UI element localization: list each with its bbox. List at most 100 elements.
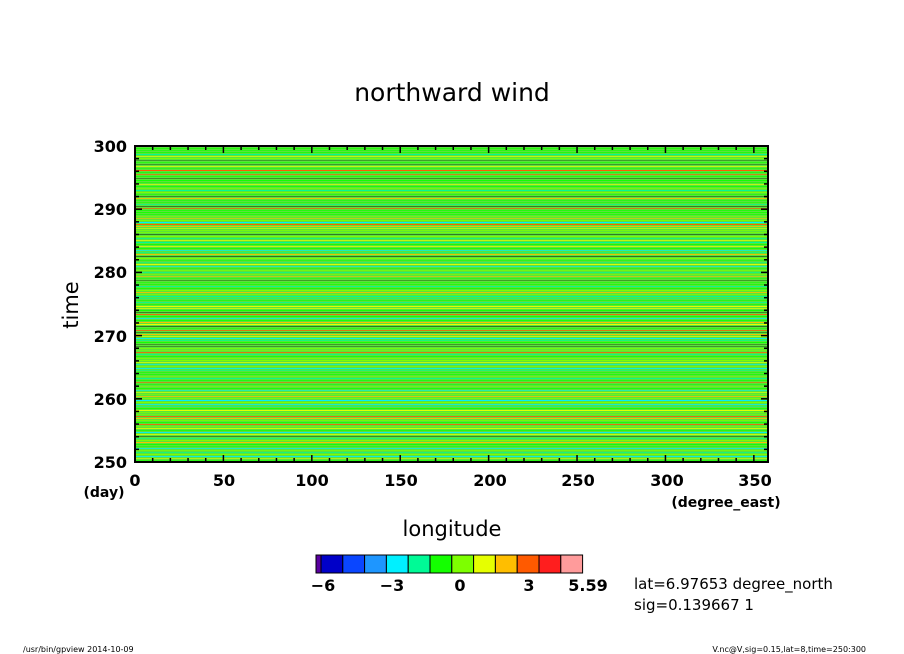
field-band	[135, 334, 768, 335]
field-band	[135, 362, 768, 363]
field-band	[135, 434, 768, 435]
colorbar: −6 −3 0 3 5.59	[311, 554, 608, 595]
field-band	[135, 400, 768, 401]
colorbar-cell	[494, 554, 518, 574]
x-tick-label: 300	[650, 471, 683, 490]
colorbar-cell	[364, 554, 387, 574]
field-band	[135, 346, 768, 347]
footer-left: /usr/bin/gpview 2014-10-09	[23, 645, 134, 654]
field-band	[135, 372, 768, 373]
field-band	[135, 160, 768, 161]
field-band	[135, 156, 768, 157]
field-band	[135, 446, 768, 447]
field-band	[135, 318, 768, 319]
x-tick-label: 250	[561, 471, 594, 490]
field-band	[135, 218, 768, 219]
field-band	[135, 280, 768, 281]
field-band	[135, 404, 768, 405]
field-band	[135, 174, 768, 175]
field-band	[135, 252, 768, 253]
axis-ticks	[134, 145, 768, 463]
colorbar-label: −6	[311, 576, 336, 595]
field-band	[135, 176, 768, 177]
colorbar-cell	[538, 554, 562, 574]
x-tick-label: 350	[738, 471, 771, 490]
field-band	[135, 344, 768, 345]
field-band	[135, 262, 768, 263]
field-band	[135, 302, 768, 303]
field-band	[135, 312, 768, 313]
field-band	[135, 200, 768, 201]
field-band	[135, 214, 768, 215]
field-band	[135, 364, 768, 365]
field-band	[135, 418, 768, 419]
field-band	[135, 206, 768, 207]
field-band	[135, 212, 768, 213]
field-band	[135, 300, 768, 301]
field-band	[135, 338, 768, 339]
field-band	[135, 242, 768, 243]
field-band	[135, 320, 768, 321]
field-band	[135, 386, 768, 387]
field-band	[135, 304, 768, 305]
field-band	[135, 248, 768, 249]
field-band	[135, 370, 768, 371]
field-band	[135, 216, 768, 217]
x-axis-label: longitude	[403, 517, 502, 541]
plot-frame	[134, 145, 769, 463]
colorbar-label: −3	[380, 576, 405, 595]
x-unit-label: (degree_east)	[671, 495, 780, 511]
field-band	[135, 440, 768, 441]
field-band	[135, 240, 768, 241]
x-tick-labels: 0 50 100 150 200 250 300 350	[129, 471, 771, 490]
colorbar-cell	[407, 554, 431, 574]
field-band	[135, 254, 768, 255]
colorbar-cell	[342, 554, 366, 574]
y-tick-label: 270	[94, 327, 127, 346]
field-band	[135, 360, 768, 361]
field-band	[135, 250, 768, 251]
chart-title: northward wind	[354, 78, 550, 107]
colorbar-cell	[516, 554, 540, 574]
field-band	[135, 260, 768, 261]
field-band	[135, 428, 768, 429]
field-band	[135, 292, 768, 293]
field-band	[135, 208, 768, 209]
field-band	[135, 194, 768, 195]
field-band	[135, 158, 768, 159]
colorbar-cell	[429, 554, 453, 574]
field-band	[135, 154, 768, 155]
field-band	[135, 398, 768, 399]
field-band	[135, 382, 768, 383]
field-band	[135, 442, 768, 443]
field-bands	[135, 146, 768, 462]
field-band	[135, 178, 768, 179]
y-axis-label: time	[59, 281, 83, 328]
field-band	[135, 326, 768, 327]
field-band	[135, 168, 768, 169]
field-band	[135, 448, 768, 449]
field-band	[135, 180, 768, 181]
field-band	[135, 426, 768, 427]
field-band	[135, 438, 768, 439]
field-band	[135, 366, 768, 367]
field-band	[135, 188, 768, 189]
y-tick-labels: 250 260 270 280 290 300	[94, 137, 127, 472]
field-band	[135, 388, 768, 389]
field-band	[135, 268, 768, 269]
field-band	[135, 314, 768, 315]
x-tick-label: 200	[473, 471, 506, 490]
field-band	[135, 182, 768, 183]
sigma-info: sig=0.139667 1	[634, 596, 754, 614]
y-tick-label: 280	[94, 263, 127, 282]
field-band	[135, 232, 768, 233]
field-band	[135, 264, 768, 265]
field-band	[135, 184, 768, 185]
colorbar-cell	[385, 554, 409, 574]
field-band	[135, 276, 768, 277]
colorbar-label: 0	[454, 576, 465, 595]
field-band	[135, 444, 768, 445]
field-band	[135, 274, 768, 275]
y-tick-label: 300	[94, 137, 127, 156]
field-band	[135, 384, 768, 385]
